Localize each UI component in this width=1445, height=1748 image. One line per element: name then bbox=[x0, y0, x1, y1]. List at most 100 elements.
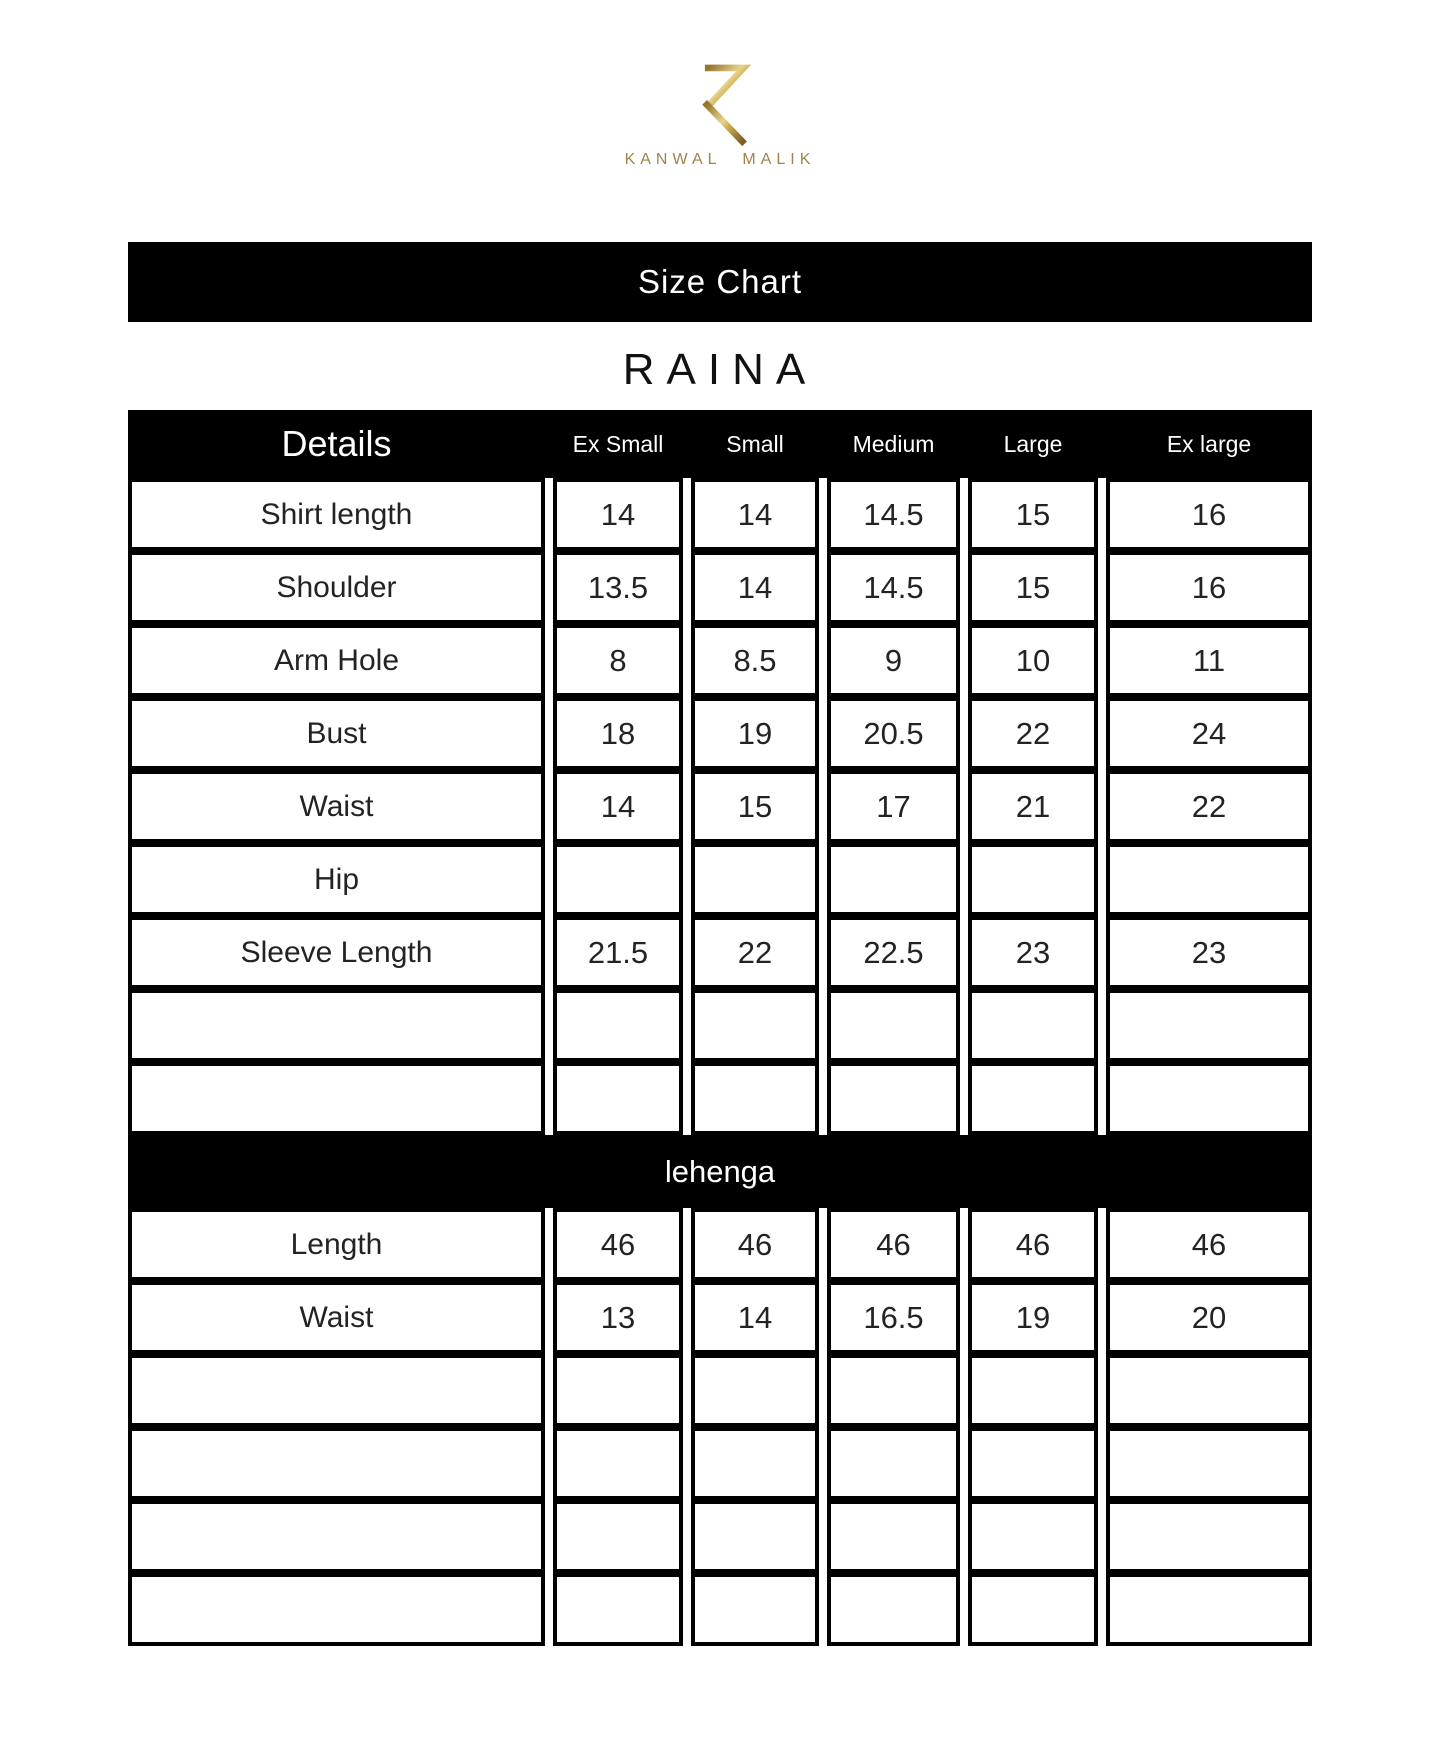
value-cell: 22 bbox=[1106, 770, 1312, 843]
value-cell: 23 bbox=[968, 916, 1098, 989]
value-cell: 23 bbox=[1106, 916, 1312, 989]
value-cell: 16.5 bbox=[827, 1281, 960, 1354]
value-cell bbox=[968, 1500, 1098, 1573]
row-label-cell: Shoulder bbox=[128, 551, 545, 624]
lehenga-banner: lehenga bbox=[128, 1135, 1312, 1208]
row-label-cell: Waist bbox=[128, 1281, 545, 1354]
value-cell bbox=[691, 843, 819, 916]
size-chart-banner: Size Chart bbox=[128, 242, 1312, 322]
value-cell: 46 bbox=[691, 1208, 819, 1281]
value-cell: 14.5 bbox=[827, 551, 960, 624]
value-cell: 46 bbox=[968, 1208, 1098, 1281]
column-header-ex-large: Ex large bbox=[1166, 430, 1252, 457]
value-cell bbox=[1106, 1500, 1312, 1573]
value-cell: 19 bbox=[968, 1281, 1098, 1354]
value-cell bbox=[827, 1427, 960, 1500]
value-cell: 9 bbox=[827, 624, 960, 697]
value-cell: 15 bbox=[691, 770, 819, 843]
row-label-cell: Hip bbox=[128, 843, 545, 916]
column-header-medium: Medium bbox=[852, 430, 935, 457]
value-cell bbox=[691, 1500, 819, 1573]
value-cell: 20.5 bbox=[827, 697, 960, 770]
row-label-cell bbox=[128, 989, 545, 1062]
value-cell: 17 bbox=[827, 770, 960, 843]
value-cell bbox=[827, 1573, 960, 1646]
table-header-row: Details Ex Small Small Medium Large Ex l… bbox=[128, 410, 1312, 478]
value-cell bbox=[553, 1573, 683, 1646]
value-cell bbox=[691, 1573, 819, 1646]
brand-monogram-icon bbox=[701, 64, 752, 148]
row-label-cell bbox=[128, 1354, 545, 1427]
value-cell bbox=[968, 1354, 1098, 1427]
brand-wordmark: KANWAL MALIK bbox=[624, 151, 816, 168]
row-label-cell: Length bbox=[128, 1208, 545, 1281]
column-header-small: Small bbox=[726, 430, 784, 457]
value-cell bbox=[553, 843, 683, 916]
value-cell: 15 bbox=[968, 551, 1098, 624]
row-label-cell bbox=[128, 1573, 545, 1646]
value-cell bbox=[1106, 989, 1312, 1062]
value-cell: 22 bbox=[691, 916, 819, 989]
value-cell bbox=[553, 1354, 683, 1427]
value-cell: 21.5 bbox=[553, 916, 683, 989]
value-cell bbox=[553, 1427, 683, 1500]
row-label-cell bbox=[128, 1500, 545, 1573]
value-cell: 18 bbox=[553, 697, 683, 770]
row-label-cell bbox=[128, 1062, 545, 1135]
value-cell bbox=[691, 989, 819, 1062]
row-label-cell: Bust bbox=[128, 697, 545, 770]
size-chart-banner-title: Size Chart bbox=[637, 263, 803, 300]
value-cell: 13.5 bbox=[553, 551, 683, 624]
value-cell: 15 bbox=[968, 478, 1098, 551]
content: KANWAL MALIK Size Chart RAINA Details Ex… bbox=[128, 0, 1312, 1646]
value-cell: 19 bbox=[691, 697, 819, 770]
value-cell: 14 bbox=[691, 478, 819, 551]
value-cell bbox=[968, 843, 1098, 916]
value-cell: 11 bbox=[1106, 624, 1312, 697]
value-cell: 22 bbox=[968, 697, 1098, 770]
value-cell bbox=[1106, 1573, 1312, 1646]
value-cell bbox=[553, 1500, 683, 1573]
value-cell: 46 bbox=[553, 1208, 683, 1281]
value-cell: 14 bbox=[553, 770, 683, 843]
value-cell: 21 bbox=[968, 770, 1098, 843]
value-cell: 8 bbox=[553, 624, 683, 697]
value-cell bbox=[968, 1062, 1098, 1135]
value-cell: 16 bbox=[1106, 551, 1312, 624]
value-cell: 24 bbox=[1106, 697, 1312, 770]
row-label-cell bbox=[128, 1427, 545, 1500]
value-cell bbox=[691, 1427, 819, 1500]
size-table: Details Ex Small Small Medium Large Ex l… bbox=[128, 410, 1312, 1646]
column-header-details: Details bbox=[281, 423, 392, 464]
column-header-large: Large bbox=[1003, 430, 1063, 457]
row-label-cell: Shirt length bbox=[128, 478, 545, 551]
value-cell bbox=[553, 1062, 683, 1135]
value-cell: 10 bbox=[968, 624, 1098, 697]
column-header-ex-small: Ex Small bbox=[572, 430, 664, 457]
row-label-cell: Arm Hole bbox=[128, 624, 545, 697]
value-cell bbox=[691, 1062, 819, 1135]
value-cell: 13 bbox=[553, 1281, 683, 1354]
value-cell: 14 bbox=[691, 1281, 819, 1354]
value-cell: 20 bbox=[1106, 1281, 1312, 1354]
value-cell bbox=[553, 989, 683, 1062]
value-cell bbox=[827, 843, 960, 916]
value-cell: 14.5 bbox=[827, 478, 960, 551]
row-label-cell: Waist bbox=[128, 770, 545, 843]
brand-logo: KANWAL MALIK bbox=[128, 64, 1312, 170]
value-cell bbox=[1106, 1427, 1312, 1500]
value-cell: 8.5 bbox=[691, 624, 819, 697]
value-cell bbox=[827, 1500, 960, 1573]
lehenga-banner-title: lehenga bbox=[664, 1153, 776, 1189]
value-cell: 16 bbox=[1106, 478, 1312, 551]
value-cell bbox=[968, 989, 1098, 1062]
value-cell bbox=[1106, 1062, 1312, 1135]
value-cell bbox=[827, 1062, 960, 1135]
value-cell bbox=[827, 1354, 960, 1427]
value-cell: 14 bbox=[553, 478, 683, 551]
value-cell bbox=[1106, 1354, 1312, 1427]
value-cell: 22.5 bbox=[827, 916, 960, 989]
value-cell bbox=[691, 1354, 819, 1427]
value-cell bbox=[827, 989, 960, 1062]
